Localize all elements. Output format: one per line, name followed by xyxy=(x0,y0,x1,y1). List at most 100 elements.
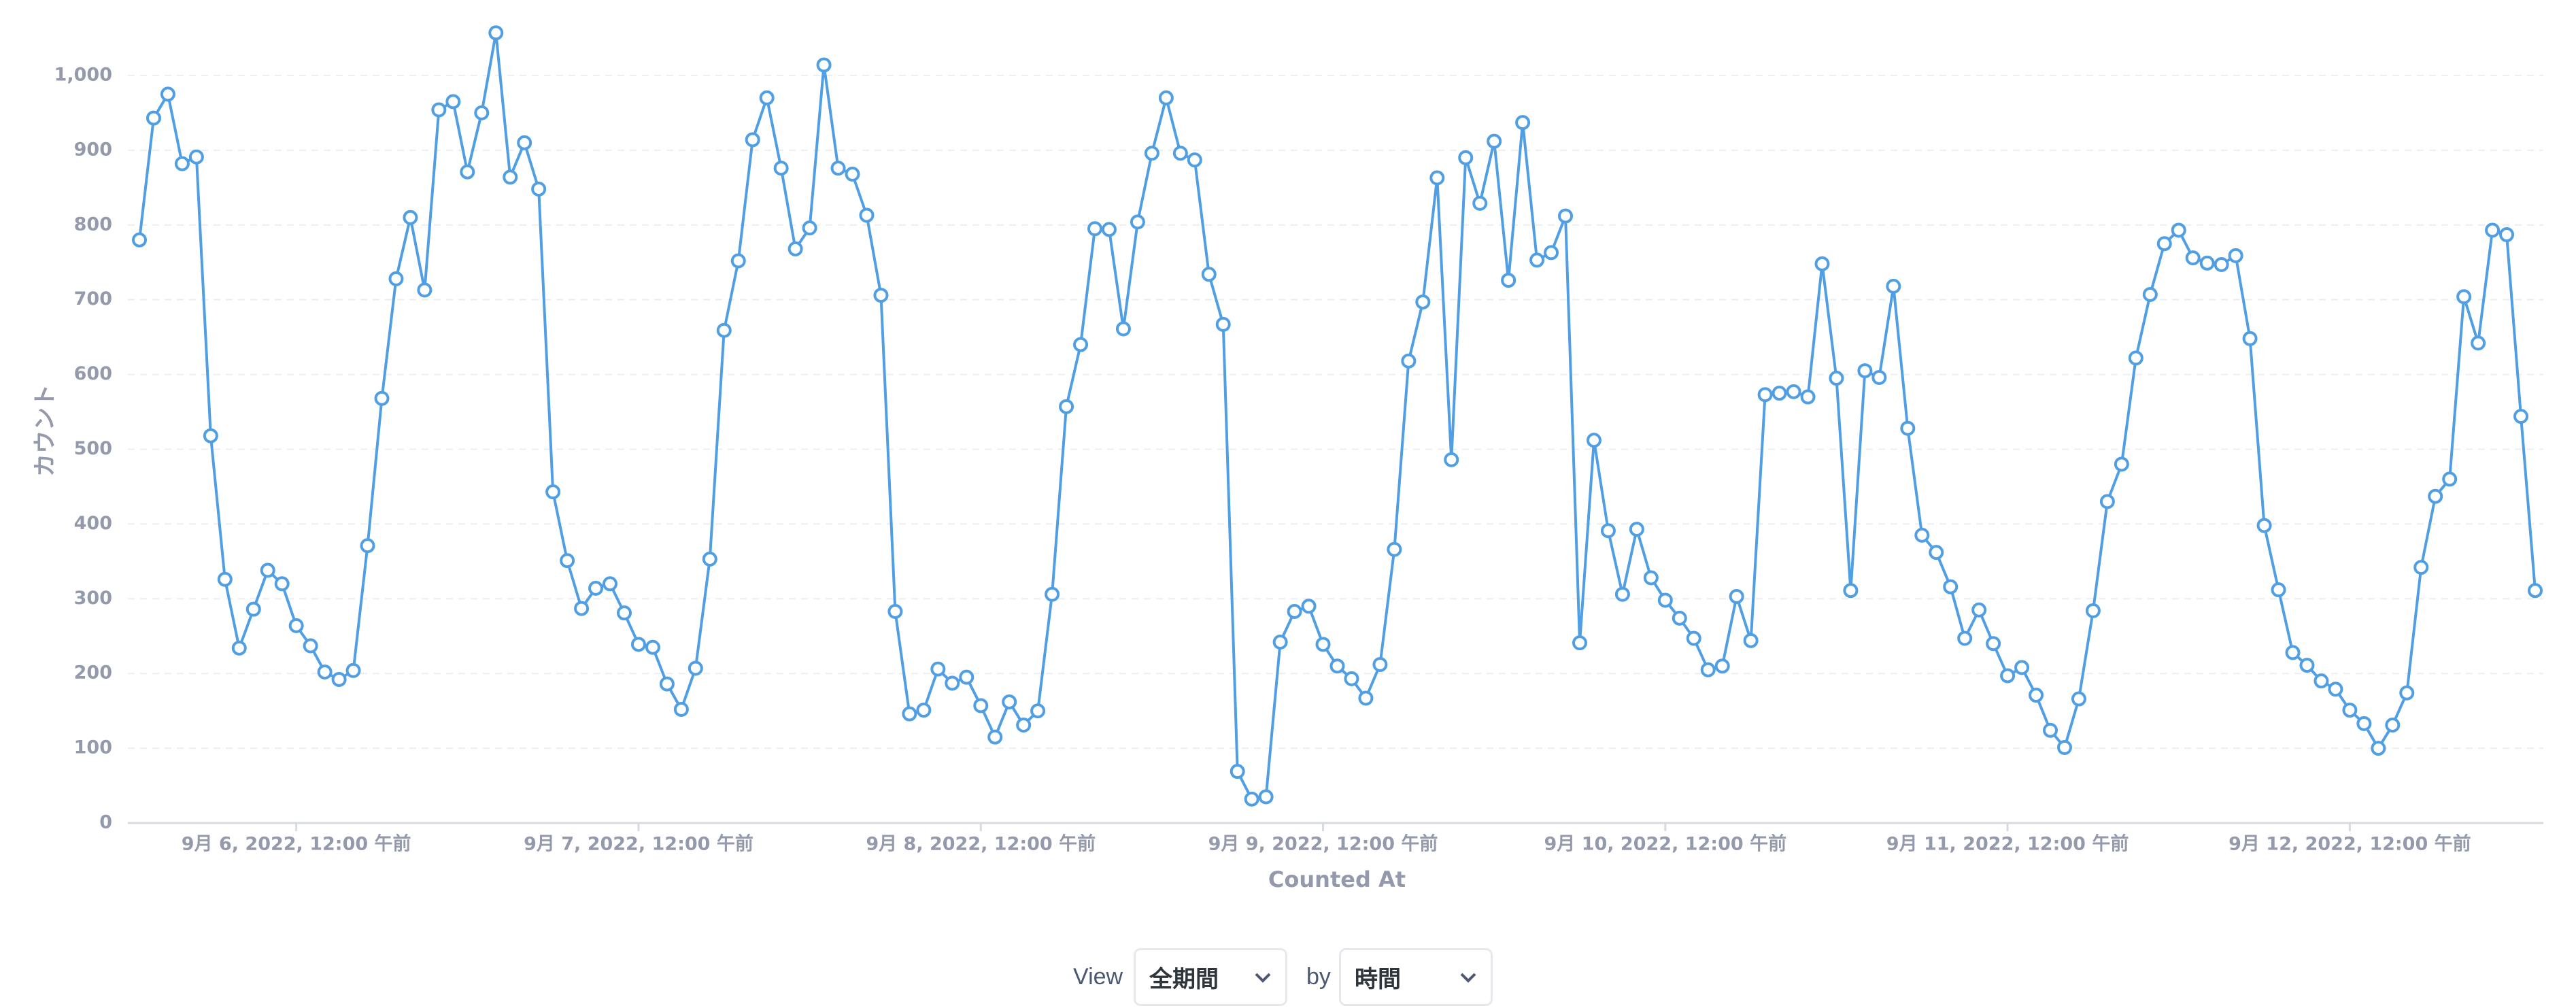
point xyxy=(2000,668,2016,684)
point xyxy=(1301,599,1317,614)
point xyxy=(1515,115,1531,131)
point xyxy=(859,207,875,223)
point xyxy=(887,603,903,619)
point xyxy=(1016,718,1032,733)
point xyxy=(574,601,590,616)
point xyxy=(959,669,975,685)
point xyxy=(916,703,932,718)
point xyxy=(1272,635,1288,650)
point xyxy=(2085,603,2101,618)
y-tick-label: 100 xyxy=(74,737,112,758)
point xyxy=(503,169,518,185)
point xyxy=(1501,273,1516,288)
point xyxy=(688,660,703,676)
point xyxy=(1002,694,1017,709)
unit-value: 時間 xyxy=(1355,967,1401,992)
point xyxy=(1059,399,1074,414)
point xyxy=(174,156,190,171)
point xyxy=(1358,690,1374,706)
point xyxy=(1130,214,1145,230)
point xyxy=(2099,494,2115,509)
point xyxy=(2029,688,2044,703)
point xyxy=(2043,722,2058,738)
point xyxy=(1201,267,1217,282)
point xyxy=(2128,350,2143,366)
point xyxy=(987,729,1003,745)
by-label: by xyxy=(1306,964,1331,990)
point xyxy=(1458,150,1474,165)
point xyxy=(2385,718,2401,733)
point xyxy=(1957,631,1973,646)
point xyxy=(2371,741,2386,756)
point xyxy=(2256,518,2272,533)
point xyxy=(2214,257,2229,273)
y-tick-label: 700 xyxy=(74,288,112,309)
point xyxy=(745,132,760,148)
point xyxy=(260,562,275,578)
point xyxy=(945,675,960,691)
point xyxy=(1444,452,1459,467)
point xyxy=(2185,250,2201,266)
unit-dropdown[interactable]: 時間 xyxy=(1339,948,1493,1006)
point xyxy=(2142,286,2158,302)
point xyxy=(1971,602,1987,618)
point xyxy=(188,149,204,165)
view-label: View xyxy=(1073,964,1123,990)
point xyxy=(2056,739,2072,755)
point xyxy=(331,671,347,687)
point xyxy=(673,701,689,717)
point xyxy=(1786,384,1801,399)
point xyxy=(2356,716,2372,731)
point xyxy=(802,220,817,236)
point xyxy=(773,161,789,176)
point xyxy=(2428,488,2443,504)
point xyxy=(1643,570,1659,586)
point xyxy=(1700,662,1716,677)
point xyxy=(845,167,860,182)
point xyxy=(1757,387,1773,403)
point xyxy=(1087,221,1103,237)
point xyxy=(1529,252,1545,268)
x-tick-label: 9月 7, 2022, 12:00 午前 xyxy=(524,833,753,855)
point xyxy=(2499,227,2515,243)
point xyxy=(1187,152,1202,168)
point xyxy=(1814,256,1830,271)
point xyxy=(1329,658,1345,674)
point xyxy=(2156,236,2172,252)
point xyxy=(2528,583,2543,599)
y-tick-label: 300 xyxy=(74,588,112,609)
point xyxy=(2471,335,2486,351)
y-tick-label: 0 xyxy=(99,812,112,833)
point xyxy=(1101,222,1117,237)
point xyxy=(160,86,175,102)
period-dropdown[interactable]: 全期間 xyxy=(1134,948,1287,1006)
point xyxy=(2242,331,2258,346)
point xyxy=(317,664,333,679)
point xyxy=(288,618,304,633)
point xyxy=(2299,658,2315,673)
point xyxy=(1287,603,1302,619)
point xyxy=(231,640,247,656)
point xyxy=(2456,289,2472,305)
point xyxy=(1315,637,1331,652)
point xyxy=(1586,433,1601,448)
y-axis-title: カウント xyxy=(32,384,59,477)
y-tick-label: 200 xyxy=(74,662,112,684)
point xyxy=(930,661,946,677)
point xyxy=(1387,541,1402,557)
y-tick-label: 500 xyxy=(74,438,112,459)
point xyxy=(702,552,717,567)
point xyxy=(2314,673,2329,689)
point xyxy=(1144,146,1159,161)
point xyxy=(1244,791,1259,807)
point xyxy=(588,580,604,596)
point xyxy=(2271,582,2286,598)
x-tick-label: 9月 9, 2022, 12:00 午前 xyxy=(1208,833,1438,855)
point xyxy=(460,164,475,180)
point xyxy=(2071,691,2086,707)
point xyxy=(873,288,889,303)
x-tick-label: 9月 8, 2022, 12:00 午前 xyxy=(866,833,1096,855)
x-tick-label: 9月 6, 2022, 12:00 午前 xyxy=(182,833,411,855)
x-axis-title: Counted At xyxy=(1268,867,1406,892)
